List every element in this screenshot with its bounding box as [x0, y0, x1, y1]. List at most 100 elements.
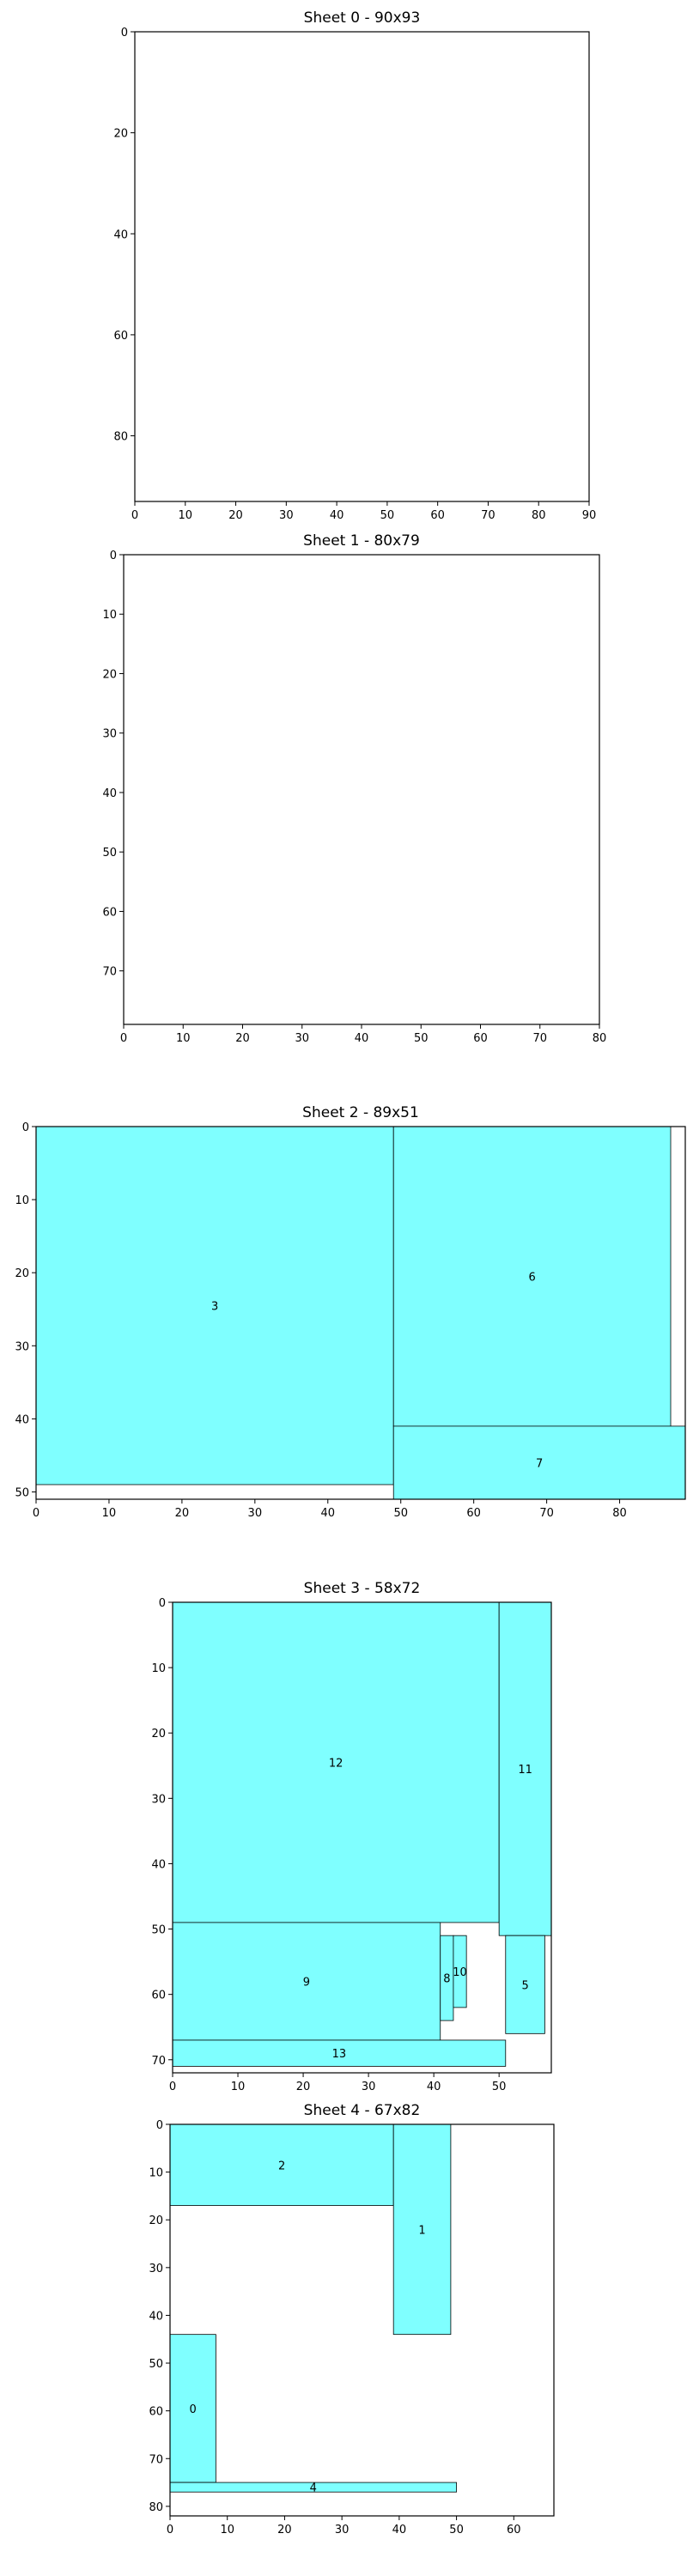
x-tick-label: 20 [228, 509, 243, 522]
sheet-1-plot: Sheet 1 - 80x79 0 10 20 30 40 50 60 70 80 0 10 20 30 4… [102, 532, 606, 1045]
piece-rect [169, 2123, 394, 2206]
piece-label: 4 [310, 2482, 317, 2495]
x-tick-label: 20 [296, 2081, 311, 2093]
x-tick-label: 20 [235, 1032, 250, 1045]
y-tick-label: 40 [102, 787, 117, 800]
x-tick-label: 60 [473, 1032, 488, 1045]
x-tick-label: 70 [481, 509, 495, 522]
piece-rect [392, 2123, 452, 2336]
y-tick-label: 0 [121, 27, 128, 39]
sheet-title: Sheet 4 - 67x82 [304, 2102, 421, 2119]
piece-label: 8 [443, 1973, 450, 1986]
sheet-title: Sheet 0 - 90x93 [304, 9, 421, 27]
x-tick-label: 10 [179, 509, 193, 522]
y-tick-label: 50 [151, 1924, 166, 1937]
axes-frame [35, 1126, 686, 1500]
axes-frame [123, 554, 600, 1025]
piece-label: 11 [518, 1764, 532, 1777]
x-tick-label: 70 [539, 1507, 554, 1520]
piece-label: 10 [453, 1966, 467, 1979]
x-tick-label: 10 [102, 1507, 117, 1520]
piece-label: 1 [418, 2224, 425, 2237]
y-tick-label: 60 [151, 1990, 166, 2002]
axes-frame [134, 31, 590, 502]
piece-rect [172, 1922, 441, 2041]
x-tick-label: 60 [430, 509, 445, 522]
x-tick-label: 30 [248, 1507, 263, 1520]
x-tick-label: 20 [277, 2524, 292, 2537]
y-tick-label: 70 [151, 2055, 166, 2068]
y-tick-label: 40 [113, 228, 128, 241]
piece-label: 0 [190, 2403, 197, 2416]
sheet-title: Sheet 1 - 80x79 [303, 532, 420, 550]
y-tick-label: 60 [113, 330, 128, 343]
x-tick-label: 80 [532, 509, 546, 522]
x-tick-label: 90 [582, 509, 597, 522]
axes-frame [172, 1601, 552, 2074]
x-tick-label: 60 [466, 1507, 481, 1520]
y-tick-label: 0 [22, 1121, 29, 1134]
x-tick-label: 10 [231, 2081, 246, 2093]
y-tick-label: 60 [149, 2406, 163, 2419]
y-tick-label: 70 [149, 2453, 163, 2466]
y-tick-label: 30 [149, 2263, 163, 2275]
x-tick-label: 30 [295, 1032, 309, 1045]
y-tick-label: 70 [102, 966, 117, 979]
piece-rect [172, 2039, 507, 2067]
x-tick-label: 50 [492, 2081, 507, 2093]
axes-frame [169, 2123, 555, 2517]
y-tick-label: 50 [102, 847, 117, 860]
x-tick-label: 10 [220, 2524, 234, 2537]
y-tick-label: 80 [149, 2501, 163, 2514]
y-tick-label: 0 [159, 1597, 166, 1610]
sheet-2-plot: 3 6 7 Sheet 2 - 89x51 0 10 20 30 40 50 60 70 80 0 10 20… [15, 1104, 686, 1520]
y-tick-label: 20 [151, 1728, 166, 1741]
y-tick-label: 50 [149, 2358, 163, 2371]
x-tick-label: 30 [279, 509, 294, 522]
y-tick-label: 30 [102, 728, 117, 741]
piece-rect [392, 1126, 672, 1427]
x-tick-label: 40 [427, 2081, 441, 2093]
sheet-title: Sheet 3 - 58x72 [304, 1580, 421, 1597]
y-tick-label: 40 [151, 1858, 166, 1871]
x-tick-label: 0 [33, 1507, 40, 1520]
y-tick-label: 10 [102, 609, 117, 622]
y-tick-label: 50 [15, 1486, 29, 1499]
y-tick-label: 10 [149, 2167, 163, 2180]
x-tick-label: 40 [330, 509, 344, 522]
x-tick-label: 80 [593, 1032, 607, 1045]
piece-rect [172, 1601, 500, 1923]
x-tick-label: 0 [120, 1032, 127, 1045]
piece-label: 5 [521, 1979, 528, 1992]
x-tick-label: 30 [335, 2524, 350, 2537]
y-tick-label: 20 [113, 128, 128, 141]
y-tick-label: 80 [113, 431, 128, 444]
x-tick-label: 10 [176, 1032, 191, 1045]
piece-rect [35, 1126, 394, 1485]
piece-rect [498, 1601, 552, 1936]
y-tick-label: 40 [15, 1413, 29, 1426]
piece-rect [505, 1935, 545, 2034]
piece-label: 12 [329, 1757, 344, 1770]
y-tick-label: 20 [102, 668, 117, 681]
x-tick-label: 70 [532, 1032, 547, 1045]
y-tick-label: 60 [102, 906, 117, 919]
x-tick-label: 50 [414, 1032, 429, 1045]
x-tick-label: 0 [131, 509, 138, 522]
y-tick-label: 0 [110, 550, 117, 562]
piece-label: 13 [332, 2048, 347, 2061]
piece-label: 3 [211, 1300, 218, 1313]
x-tick-label: 40 [392, 2524, 407, 2537]
x-tick-label: 50 [449, 2524, 464, 2537]
x-tick-label: 60 [507, 2524, 521, 2537]
x-tick-label: 40 [321, 1507, 336, 1520]
y-tick-label: 30 [151, 1793, 166, 1806]
x-tick-label: 80 [612, 1507, 627, 1520]
y-tick-label: 40 [149, 2310, 163, 2323]
piece-label: 6 [528, 1271, 535, 1284]
y-tick-label: 0 [156, 2119, 163, 2132]
x-tick-label: 20 [175, 1507, 190, 1520]
y-tick-label: 20 [15, 1267, 29, 1280]
